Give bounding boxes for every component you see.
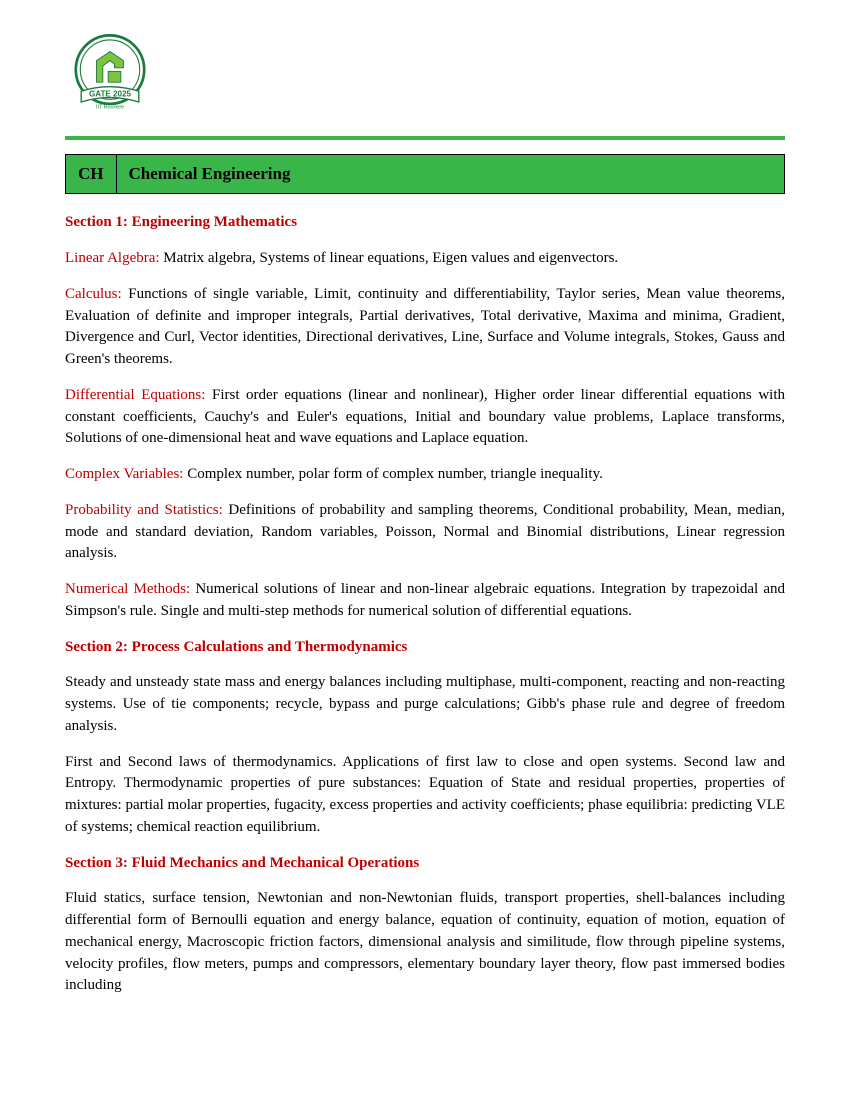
section-title: Section 3: Fluid Mechanics and Mechanica… — [65, 853, 785, 875]
svg-text:GATE 2025: GATE 2025 — [89, 90, 132, 99]
topic-label: Numerical Methods: — [65, 581, 190, 597]
header-divider — [65, 136, 785, 140]
gate-logo-icon: GATE 2025 IIT Roorkee — [65, 30, 155, 120]
section-paragraph: First and Second laws of thermodynamics.… — [65, 752, 785, 839]
subject-header: CH Chemical Engineering — [65, 154, 785, 195]
subject-code: CH — [66, 155, 117, 194]
logo-area: GATE 2025 IIT Roorkee — [65, 30, 785, 128]
topic-item: Linear Algebra: Matrix algebra, Systems … — [65, 248, 785, 270]
topic-label: Differential Equations: — [65, 387, 205, 403]
topic-item: Calculus: Functions of single variable, … — [65, 284, 785, 371]
topic-label: Probability and Statistics: — [65, 502, 223, 518]
topic-item: Complex Variables: Complex number, polar… — [65, 464, 785, 486]
topic-item: Differential Equations: First order equa… — [65, 385, 785, 450]
topic-text: Functions of single variable, Limit, con… — [65, 286, 785, 367]
svg-text:IIT Roorkee: IIT Roorkee — [96, 104, 124, 110]
subject-title: Chemical Engineering — [117, 155, 303, 194]
topic-item: Numerical Methods: Numerical solutions o… — [65, 579, 785, 623]
section-title: Section 1: Engineering Mathematics — [65, 212, 785, 234]
section-paragraph: Fluid statics, surface tension, Newtonia… — [65, 888, 785, 997]
section-title: Section 2: Process Calculations and Ther… — [65, 637, 785, 659]
topic-item: Probability and Statistics: Definitions … — [65, 500, 785, 565]
topic-text: Complex number, polar form of complex nu… — [183, 466, 602, 482]
topic-text: Matrix algebra, Systems of linear equati… — [160, 250, 619, 266]
section-paragraph: Steady and unsteady state mass and energ… — [65, 672, 785, 737]
topic-label: Complex Variables: — [65, 466, 183, 482]
topic-label: Calculus: — [65, 286, 122, 302]
topic-label: Linear Algebra: — [65, 250, 160, 266]
